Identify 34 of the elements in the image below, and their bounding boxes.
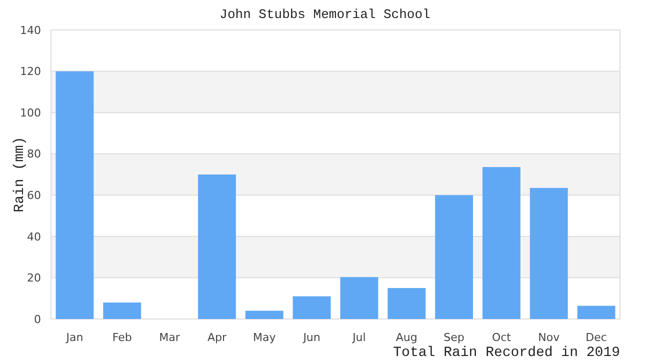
- bar: [577, 306, 616, 319]
- bar: [198, 174, 236, 319]
- bar: [482, 167, 520, 319]
- x-tick-label: May: [253, 330, 276, 344]
- x-tick-label: Aug: [396, 330, 418, 344]
- x-tick-label: Mar: [159, 330, 180, 344]
- x-tick-label: Dec: [586, 330, 607, 344]
- x-tick-label: Jan: [65, 330, 84, 344]
- y-tick-label: 40: [27, 230, 41, 244]
- x-tick-label: Sep: [444, 330, 464, 344]
- bar: [435, 195, 474, 319]
- y-tick-label: 140: [20, 24, 41, 37]
- y-axis-title: Rain (mm): [12, 136, 28, 212]
- y-tick-label: 60: [27, 188, 41, 202]
- x-tick-label: Apr: [207, 330, 227, 344]
- bar: [103, 302, 142, 319]
- x-tick-label: Jun: [302, 330, 320, 344]
- bar: [292, 296, 331, 319]
- x-tick-label: Jul: [352, 330, 366, 344]
- bar: [388, 288, 426, 319]
- bar: [56, 71, 94, 319]
- y-tick-label: 120: [20, 65, 41, 78]
- chart-title: John Stubbs Memorial School: [220, 7, 431, 22]
- x-tick-label: Feb: [112, 330, 132, 344]
- bar: [340, 277, 378, 319]
- y-tick-label: 20: [27, 272, 41, 285]
- x-tick-label: Nov: [538, 330, 560, 344]
- y-tick-label: 0: [34, 312, 41, 326]
- y-tick-label: 100: [20, 106, 41, 120]
- y-tick-label: 80: [27, 148, 41, 161]
- bar: [245, 310, 284, 319]
- x-axis-title: Total Rain Recorded in 2019: [393, 345, 620, 360]
- bar: [530, 188, 568, 319]
- x-tick-label: Oct: [492, 330, 512, 344]
